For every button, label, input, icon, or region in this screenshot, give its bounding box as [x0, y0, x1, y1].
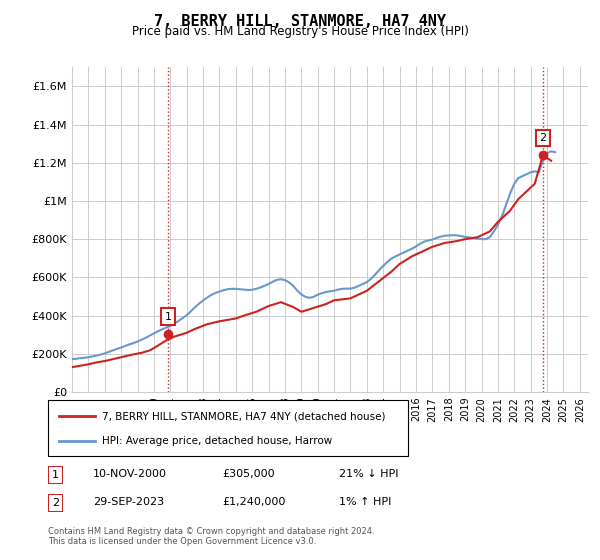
Text: HPI: Average price, detached house, Harrow: HPI: Average price, detached house, Harr…: [102, 436, 332, 446]
Text: Price paid vs. HM Land Registry's House Price Index (HPI): Price paid vs. HM Land Registry's House …: [131, 25, 469, 38]
Text: 1: 1: [164, 311, 172, 321]
Text: £1,240,000: £1,240,000: [222, 497, 286, 507]
Text: 7, BERRY HILL, STANMORE, HA7 4NY: 7, BERRY HILL, STANMORE, HA7 4NY: [154, 14, 446, 29]
Text: 29-SEP-2023: 29-SEP-2023: [93, 497, 164, 507]
Text: 2: 2: [539, 133, 547, 143]
Text: 2: 2: [52, 498, 59, 508]
Text: 1: 1: [52, 470, 59, 480]
Text: Contains HM Land Registry data © Crown copyright and database right 2024.
This d: Contains HM Land Registry data © Crown c…: [48, 526, 374, 546]
Text: 7, BERRY HILL, STANMORE, HA7 4NY (detached house): 7, BERRY HILL, STANMORE, HA7 4NY (detach…: [102, 411, 386, 421]
Text: £305,000: £305,000: [222, 469, 275, 479]
Text: 21% ↓ HPI: 21% ↓ HPI: [339, 469, 398, 479]
Text: 1% ↑ HPI: 1% ↑ HPI: [339, 497, 391, 507]
FancyBboxPatch shape: [48, 400, 408, 456]
Text: 10-NOV-2000: 10-NOV-2000: [93, 469, 167, 479]
